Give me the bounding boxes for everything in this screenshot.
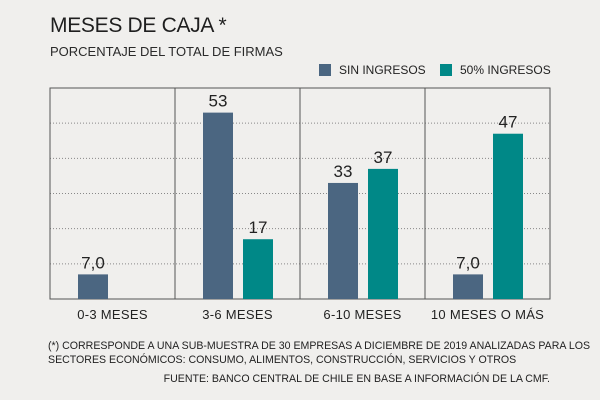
category-label: 0-3 MESES <box>77 307 148 322</box>
category-label: 10 MESES O MÁS <box>431 307 544 322</box>
plot-frame <box>49 87 551 300</box>
chart-title: MESES DE CAJA * <box>50 14 227 37</box>
bar <box>493 133 523 299</box>
footnote-line-2: SECTORES ECONÓMICOS: CONSUMO, ALIMENTOS,… <box>48 354 517 366</box>
data-label: 53 <box>209 92 228 111</box>
data-label: 7,0 <box>456 253 480 272</box>
data-label: 17 <box>249 218 268 237</box>
legend-swatch-sin-ingresos <box>319 64 331 76</box>
bar <box>368 168 398 299</box>
legend-label-50-ingresos: 50% INGRESOS <box>460 63 551 77</box>
bar <box>203 112 233 299</box>
bar <box>453 274 483 299</box>
legend-label-sin-ingresos: SIN INGRESOS <box>339 63 426 77</box>
legend-item-sin-ingresos: SIN INGRESOS <box>319 63 426 77</box>
footnote-line-1: (*) CORRESPONDE A UNA SUB-MUESTRA DE 30 … <box>48 340 591 352</box>
category-label: 3-6 MESES <box>202 307 273 322</box>
bar <box>328 182 358 299</box>
bar <box>78 274 108 299</box>
data-label: 7,0 <box>81 253 105 272</box>
category-label: 6-10 MESES <box>323 307 401 322</box>
source-note: FUENTE: BANCO CENTRAL DE CHILE EN BASE A… <box>163 373 550 385</box>
legend-swatch-50-ingresos <box>440 64 452 76</box>
data-label: 33 <box>334 162 353 181</box>
legend-item-50-ingresos: 50% INGRESOS <box>440 63 551 77</box>
bar <box>243 239 273 299</box>
data-label: 37 <box>374 148 393 167</box>
data-label: 47 <box>499 113 518 132</box>
chart-subtitle: PORCENTAJE DEL TOTAL DE FIRMAS <box>50 44 283 59</box>
